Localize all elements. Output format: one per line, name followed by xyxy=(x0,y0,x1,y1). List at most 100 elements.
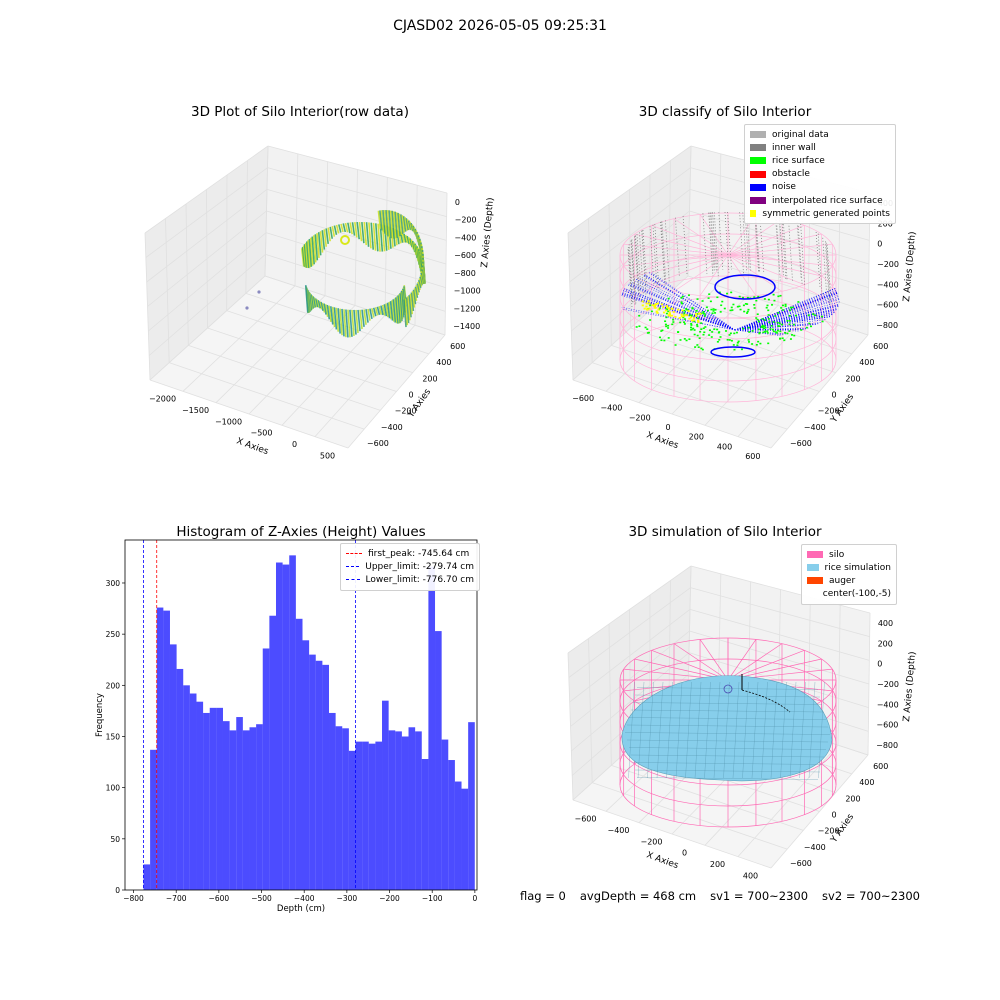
sim-ztick-5: −600 xyxy=(876,721,898,730)
rice-point xyxy=(703,315,706,317)
rice-point xyxy=(693,329,696,331)
noise-ray xyxy=(734,319,827,331)
rice-point xyxy=(701,300,704,302)
rice-point xyxy=(772,293,775,296)
raw-scan-line xyxy=(328,305,332,322)
rice-point xyxy=(753,307,756,309)
raw-scan-line xyxy=(312,235,317,263)
raw-scan-line xyxy=(351,309,355,336)
rice-point xyxy=(731,309,734,311)
symmetric-point xyxy=(653,305,656,308)
raw-scan-line xyxy=(300,248,305,267)
rice-point xyxy=(767,298,770,301)
legend-item: center(-100,-5) xyxy=(807,588,891,601)
rice-point xyxy=(696,323,699,326)
symmetric-point xyxy=(697,312,701,315)
rice-point xyxy=(667,327,670,329)
legend-item: auger xyxy=(807,574,891,587)
wall-streak xyxy=(636,234,642,292)
rice-point xyxy=(690,322,693,325)
noise-ray xyxy=(622,308,736,331)
histogram-bar xyxy=(203,712,210,890)
wall-streak xyxy=(660,221,665,280)
rice-point xyxy=(682,316,685,319)
rice-point xyxy=(711,331,714,333)
rice-point xyxy=(757,328,760,331)
wall-streak xyxy=(742,212,748,271)
histogram-bar xyxy=(315,660,323,890)
rice-point xyxy=(788,323,791,326)
raw-scan-line xyxy=(375,223,379,252)
symmetric-point xyxy=(656,311,659,314)
rice-point xyxy=(736,305,739,308)
rice-point xyxy=(820,315,823,318)
wall-streak xyxy=(634,235,640,296)
sim-ytick-0: −600 xyxy=(790,859,812,868)
raw-scan-line xyxy=(409,293,414,315)
rice-point xyxy=(746,296,749,299)
rice-point xyxy=(788,330,791,332)
rice-point xyxy=(726,338,729,341)
rice-point xyxy=(701,348,704,351)
raw-point xyxy=(245,306,249,310)
raw-scan-line xyxy=(385,303,389,318)
legend-item: rice surface xyxy=(750,154,890,167)
rice-surface xyxy=(621,675,833,782)
rice-point xyxy=(776,332,779,334)
legend-swatch xyxy=(807,577,823,585)
cls-ytick-0: −600 xyxy=(790,439,812,448)
rice-point xyxy=(664,323,667,326)
rice-point xyxy=(659,336,662,339)
raw-scan-line xyxy=(317,300,321,309)
noise-ray xyxy=(734,329,784,336)
raw-scan-line xyxy=(345,309,349,338)
sv1-text: sv1 = 700~2300 xyxy=(710,889,809,903)
raw-ztick-3: −600 xyxy=(454,251,476,260)
rice-point xyxy=(739,308,742,311)
rice-point xyxy=(771,328,774,331)
rice-point xyxy=(756,318,759,321)
cls-ytick-3: 0 xyxy=(832,391,837,400)
wall-streak xyxy=(727,211,732,270)
raw-scan-line xyxy=(301,246,306,267)
noise-arc xyxy=(710,346,756,358)
rice-point xyxy=(755,344,758,346)
center-marker xyxy=(723,684,733,694)
raw-scan-line xyxy=(310,294,314,309)
wall-streak xyxy=(718,212,724,270)
legend-item: noise xyxy=(750,181,890,194)
histogram-xtick-label: 0 xyxy=(472,894,477,903)
sim-ztick-2: 0 xyxy=(877,660,882,669)
rice-point xyxy=(758,331,761,334)
raw-scan-line xyxy=(368,222,372,249)
rice-point xyxy=(702,333,705,336)
noise-ray xyxy=(629,283,736,331)
histogram-ytick-label: 300 xyxy=(106,579,121,588)
raw-scan-line xyxy=(385,209,389,237)
rice-point xyxy=(681,302,684,305)
rice-point xyxy=(702,311,705,313)
raw-scan-line xyxy=(406,235,410,245)
raw-scan-line xyxy=(377,210,382,229)
symmetric-point xyxy=(692,319,695,322)
raw-scan-line xyxy=(339,308,343,336)
rice-point xyxy=(733,348,736,351)
rice-point xyxy=(683,318,686,320)
rice-point xyxy=(789,306,792,309)
rice-point xyxy=(644,326,647,329)
raw-scan-line xyxy=(377,223,381,252)
rice-point xyxy=(680,301,683,304)
rice-point xyxy=(713,328,716,330)
raw-scan-line xyxy=(312,296,316,308)
rice-point xyxy=(683,312,686,314)
noise-ray xyxy=(642,275,736,331)
histogram-bar xyxy=(143,864,151,890)
legend-swatch xyxy=(807,551,823,559)
rice-point xyxy=(650,310,653,313)
histogram-bar xyxy=(289,555,296,890)
histogram-bar xyxy=(408,727,416,890)
symmetric-point xyxy=(667,314,670,316)
raw-point xyxy=(257,290,261,294)
legend-label: Lower_limit: -776.70 cm xyxy=(365,574,474,585)
raw-scan-line xyxy=(389,301,394,321)
